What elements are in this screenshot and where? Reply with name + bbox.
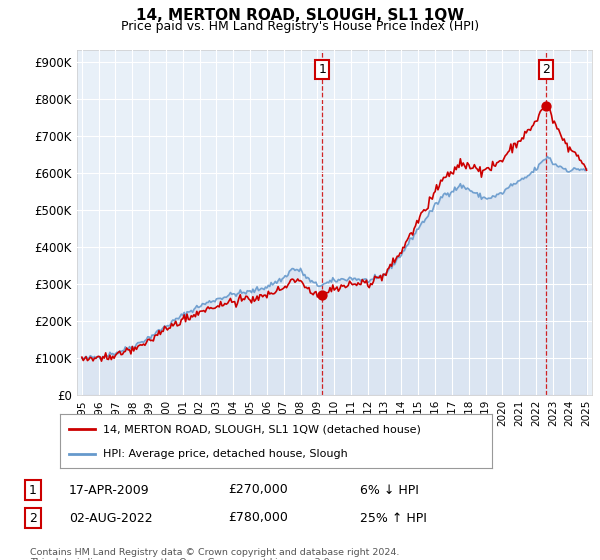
Text: 1: 1 [29,483,37,497]
Text: 2: 2 [29,511,37,525]
Text: Contains HM Land Registry data © Crown copyright and database right 2024.
This d: Contains HM Land Registry data © Crown c… [30,548,400,560]
Text: 02-AUG-2022: 02-AUG-2022 [69,511,152,525]
Point [541,101,551,110]
Text: 14, MERTON ROAD, SLOUGH, SL1 1QW: 14, MERTON ROAD, SLOUGH, SL1 1QW [136,8,464,24]
Text: 1: 1 [319,63,326,76]
Text: £780,000: £780,000 [228,511,288,525]
Text: 2: 2 [542,63,550,76]
Text: HPI: Average price, detached house, Slough: HPI: Average price, detached house, Slou… [103,449,348,459]
Text: 25% ↑ HPI: 25% ↑ HPI [360,511,427,525]
Point [317,290,327,299]
Text: 17-APR-2009: 17-APR-2009 [69,483,149,497]
Text: 6% ↓ HPI: 6% ↓ HPI [360,483,419,497]
Text: £270,000: £270,000 [228,483,288,497]
Text: 14, MERTON ROAD, SLOUGH, SL1 1QW (detached house): 14, MERTON ROAD, SLOUGH, SL1 1QW (detach… [103,424,421,435]
Text: Price paid vs. HM Land Registry's House Price Index (HPI): Price paid vs. HM Land Registry's House … [121,20,479,32]
